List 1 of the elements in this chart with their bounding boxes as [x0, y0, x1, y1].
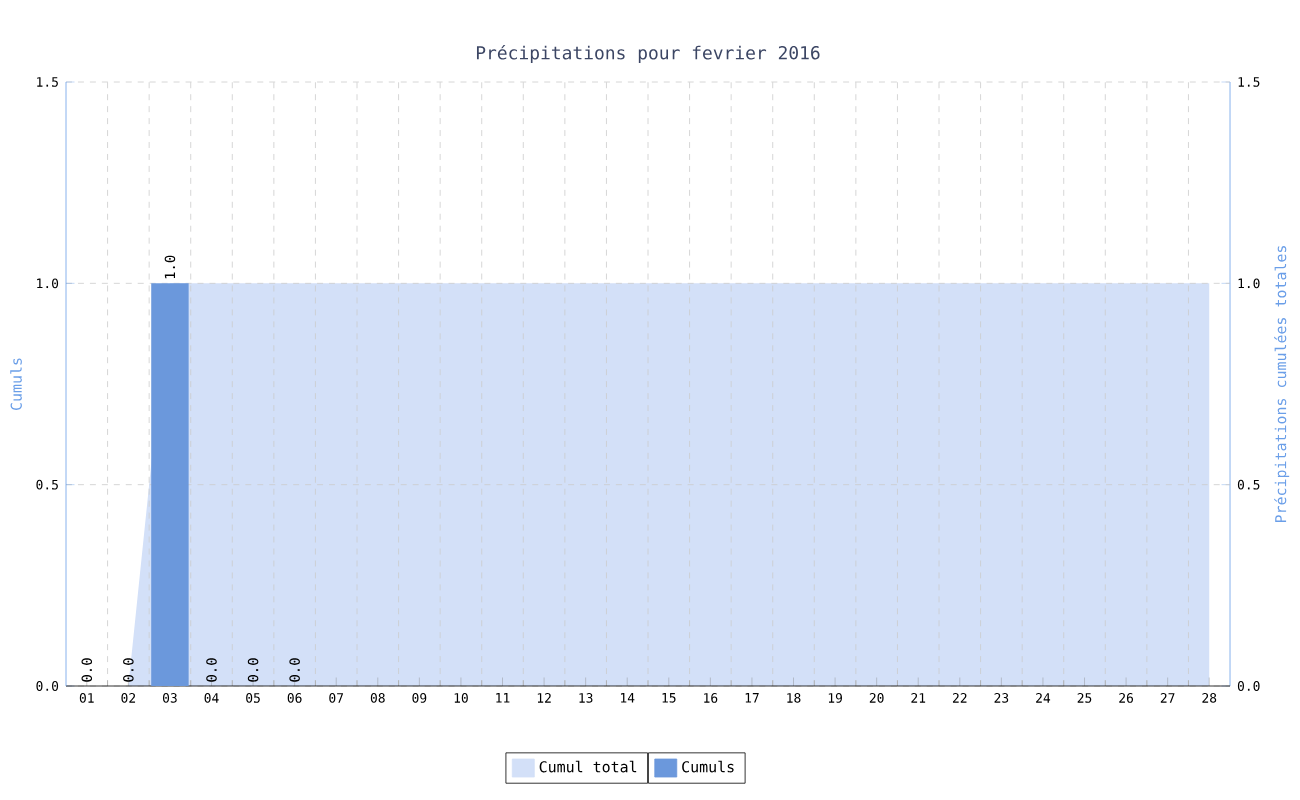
chart-title: Précipitations pour fevrier 2016: [476, 44, 820, 63]
